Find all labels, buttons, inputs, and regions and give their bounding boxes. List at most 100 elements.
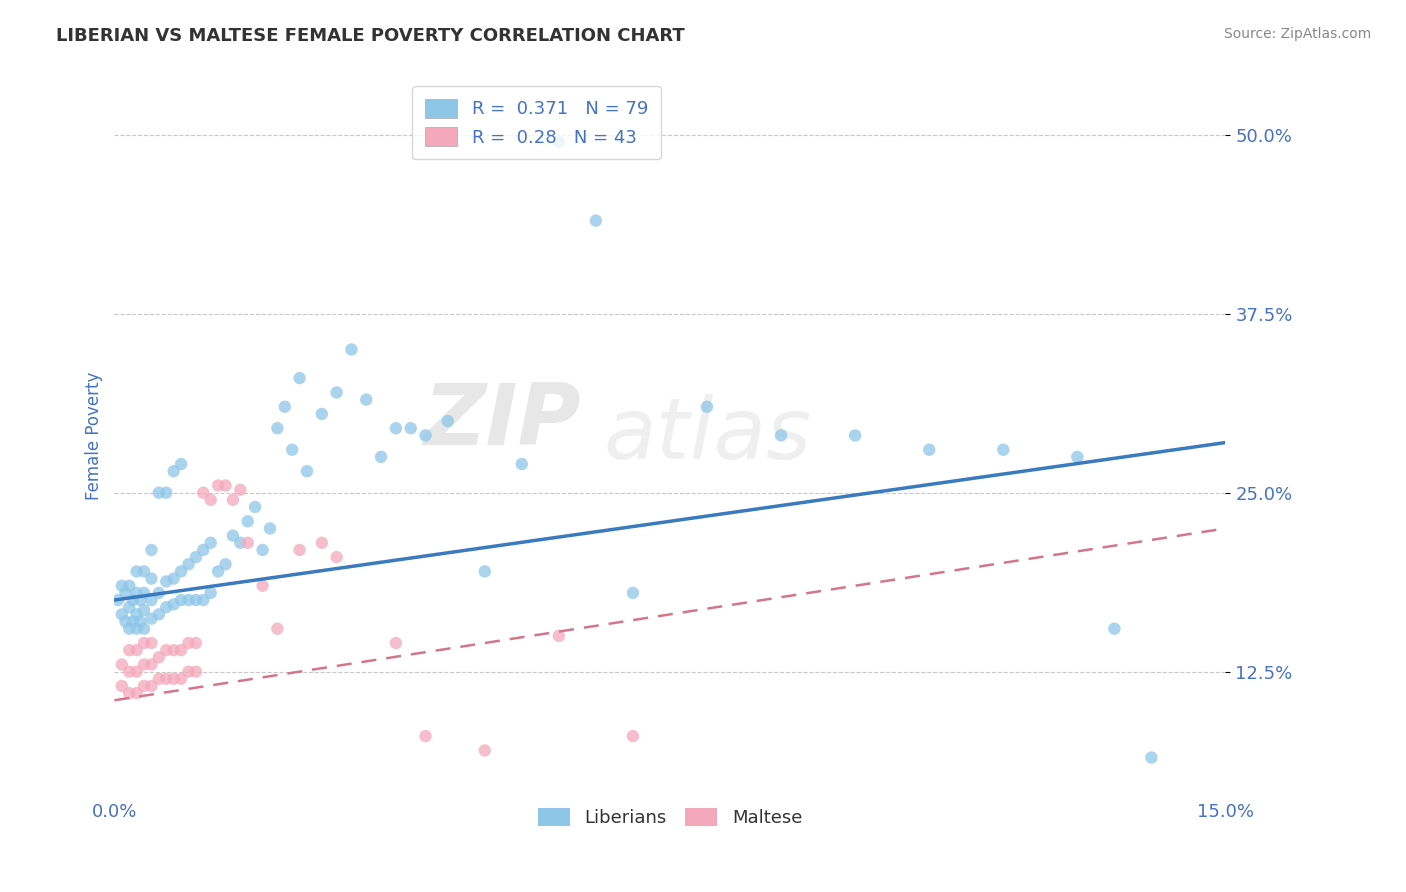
Y-axis label: Female Poverty: Female Poverty [86,371,103,500]
Text: Source: ZipAtlas.com: Source: ZipAtlas.com [1223,27,1371,41]
Point [207,565,229,579]
Point [125,665,148,679]
Point [252,579,274,593]
Point [122,593,145,607]
Point [170,643,193,657]
Point [918,442,941,457]
Point [184,665,207,679]
Point [163,672,186,686]
Point [111,607,134,622]
Point [125,622,148,636]
Point [177,558,200,572]
Point [385,636,408,650]
Point [200,535,222,549]
Point [1104,622,1126,636]
Point [311,535,333,549]
Point [252,543,274,558]
Point [243,500,266,514]
Point [148,672,170,686]
Point [170,593,193,607]
Point [141,679,163,693]
Point [547,629,569,643]
Point [1066,450,1088,464]
Point [621,586,644,600]
Point [266,421,288,435]
Point [177,636,200,650]
Point [585,213,607,227]
Point [193,543,215,558]
Point [125,643,148,657]
Point [163,464,186,478]
Point [155,643,177,657]
Point [696,400,718,414]
Point [214,478,236,492]
Point [118,643,141,657]
Point [170,457,193,471]
Point [399,421,422,435]
Point [148,607,170,622]
Point [200,492,222,507]
Point [236,514,259,528]
Point [132,565,155,579]
Point [229,535,252,549]
Point [295,464,318,478]
Point [288,543,311,558]
Point [193,593,215,607]
Point [184,636,207,650]
Text: LIBERIAN VS MALTESE FEMALE POVERTY CORRELATION CHART: LIBERIAN VS MALTESE FEMALE POVERTY CORRE… [56,27,685,45]
Point [844,428,866,442]
Point [132,603,155,617]
Point [155,574,177,589]
Point [274,400,297,414]
Point [118,600,141,615]
Point [200,586,222,600]
Point [155,485,177,500]
Point [370,450,392,464]
Legend: Liberians, Maltese: Liberians, Maltese [530,801,810,834]
Point [288,371,311,385]
Point [114,586,136,600]
Point [111,679,134,693]
Point [118,579,141,593]
Point [141,636,163,650]
Point [118,665,141,679]
Point [141,657,163,672]
Point [163,572,186,586]
Point [214,558,236,572]
Point [132,679,155,693]
Point [222,492,245,507]
Point [281,442,304,457]
Point [259,521,281,535]
Point [621,729,644,743]
Point [340,343,363,357]
Point [155,600,177,615]
Point [129,593,152,607]
Point [125,565,148,579]
Point [354,392,377,407]
Point [125,607,148,622]
Point [141,572,163,586]
Point [141,593,163,607]
Text: ZIP: ZIP [423,380,581,463]
Point [114,615,136,629]
Point [132,657,155,672]
Point [118,686,141,700]
Point [770,428,793,442]
Point [222,528,245,542]
Point [141,543,163,558]
Point [993,442,1015,457]
Point [415,729,437,743]
Point [111,579,134,593]
Point [510,457,533,471]
Point [148,485,170,500]
Point [177,593,200,607]
Point [184,593,207,607]
Point [325,550,347,565]
Point [132,586,155,600]
Point [132,622,155,636]
Text: atlas: atlas [603,394,811,477]
Point [177,665,200,679]
Point [122,615,145,629]
Point [170,672,193,686]
Point [170,565,193,579]
